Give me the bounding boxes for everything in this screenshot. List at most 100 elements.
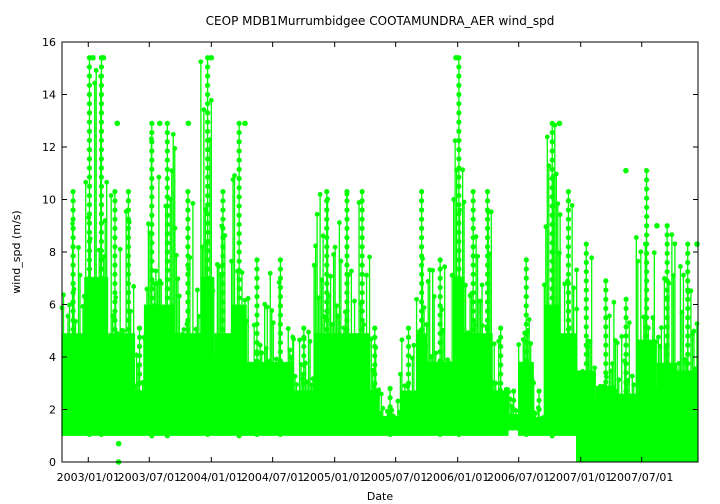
data-point — [216, 264, 222, 269]
data-point — [301, 334, 307, 340]
data-point — [185, 336, 191, 342]
data-point — [164, 194, 170, 200]
data-point — [549, 368, 555, 375]
data-point — [456, 294, 462, 300]
data-point — [644, 434, 650, 440]
data-point — [359, 363, 365, 369]
data-point — [277, 257, 284, 263]
data-point — [220, 381, 226, 388]
data-point — [306, 329, 311, 335]
data-point — [98, 349, 105, 355]
data-point — [549, 405, 555, 411]
data-point — [623, 443, 629, 449]
x-tick-label: 2007/01/01 — [549, 471, 612, 484]
data-point — [419, 280, 425, 287]
data-point — [98, 339, 105, 346]
data-point — [344, 280, 350, 287]
data-point — [344, 308, 350, 314]
data-point — [297, 337, 302, 343]
data-point — [125, 345, 131, 351]
data-point — [664, 324, 670, 330]
data-point — [603, 296, 609, 302]
data-point — [324, 225, 330, 231]
data-point — [149, 276, 155, 283]
data-point — [70, 400, 76, 406]
data-point — [523, 294, 529, 300]
data-point — [664, 351, 670, 357]
data-point — [555, 201, 561, 207]
data-point — [419, 234, 425, 241]
data-point — [583, 425, 589, 431]
data-point — [125, 244, 131, 250]
data-point — [164, 276, 170, 283]
data-point — [185, 225, 191, 231]
data-point — [125, 280, 131, 287]
data-point — [405, 353, 412, 359]
data-point — [470, 299, 476, 305]
data-point — [254, 385, 260, 392]
data-point — [76, 244, 81, 250]
data-point — [90, 54, 96, 61]
data-point — [324, 244, 330, 250]
data-point — [470, 189, 476, 195]
data-point — [208, 97, 214, 103]
data-point — [456, 137, 462, 144]
data-point — [70, 253, 76, 259]
data-point — [301, 362, 307, 368]
data-point — [387, 422, 393, 428]
data-point — [496, 338, 502, 344]
data-point — [205, 91, 211, 98]
data-point — [267, 270, 273, 276]
data-point — [344, 216, 350, 222]
data-point — [583, 333, 589, 339]
data-point — [623, 397, 629, 403]
data-point — [164, 267, 170, 273]
data-point — [136, 325, 143, 331]
data-point — [603, 388, 609, 394]
data-point — [236, 368, 242, 375]
data-point — [549, 359, 555, 365]
data-point — [664, 269, 670, 275]
data-point — [86, 303, 93, 309]
data-point — [484, 234, 491, 241]
data-point — [456, 220, 462, 226]
data-point — [220, 234, 226, 241]
data-point — [565, 234, 572, 241]
data-point — [532, 410, 538, 416]
data-point — [437, 413, 443, 419]
data-point — [644, 223, 650, 229]
data-point — [236, 194, 242, 200]
data-point — [220, 207, 226, 213]
data-point — [70, 308, 76, 314]
data-point — [185, 189, 191, 195]
data-point — [583, 315, 589, 321]
data-point — [549, 231, 555, 237]
data-point — [98, 404, 105, 410]
data-point — [549, 387, 555, 393]
data-point — [565, 290, 572, 296]
data-point — [644, 443, 650, 449]
data-point — [86, 220, 93, 226]
data-point — [603, 379, 609, 385]
data-point — [565, 253, 572, 259]
data-point — [372, 353, 378, 359]
data-point — [556, 250, 562, 256]
data-point — [112, 271, 118, 277]
data-point — [685, 351, 691, 357]
data-point — [317, 191, 323, 197]
data-point — [437, 312, 443, 318]
data-point — [498, 399, 504, 405]
data-point — [70, 244, 76, 250]
data-point — [523, 339, 529, 346]
x-tick-label: 2005/01/01 — [303, 471, 366, 484]
data-point — [205, 156, 211, 162]
data-point — [456, 82, 462, 88]
data-point — [125, 317, 131, 323]
data-point — [611, 299, 617, 305]
data-point — [220, 253, 226, 259]
data-point — [456, 385, 462, 392]
data-point — [523, 349, 529, 355]
data-point — [149, 139, 155, 145]
data-point — [98, 431, 105, 438]
data-point — [644, 168, 650, 174]
